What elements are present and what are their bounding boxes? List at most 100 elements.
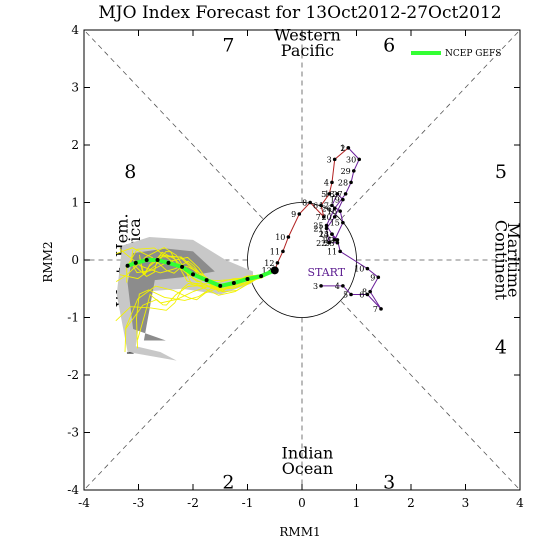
start-label: START [307,266,345,279]
observed-purple-point [335,240,340,245]
phase-divider-diagonal-0 [340,29,521,219]
observed-red-point [322,215,326,219]
observed-purple-point-label: 14 [322,236,332,245]
y-tick-label: 4 [71,23,79,37]
observed-red-point-label: 8 [302,199,307,208]
phase-number-5: 5 [495,161,507,183]
region-label-right-line1: Maritime [504,223,523,298]
observed-purple-point-label: 12 [324,236,334,245]
observed-red-point [346,146,351,150]
ensemble-mean-point [218,283,223,288]
plot-area: -4-3-2-101234-4-3-2-10123412345678Wester… [67,23,524,510]
observed-red-point-label: 2 [340,144,345,153]
ensemble-member-line [137,269,275,340]
observed-purple-point [349,180,353,185]
observed-purple-point [335,238,340,242]
ensemble-mean-point [231,281,236,285]
observed-red-point-label: 13 [262,266,272,275]
ensemble-mean-point [204,278,209,283]
observed-purple-point [338,209,342,213]
region-label-bottom-line2: Ocean [282,459,333,478]
ensemble-mean-point [144,258,149,262]
observed-red-point-label: 4 [324,178,329,187]
observed-red-point [319,203,323,208]
observed-purple-point-label: 26 [322,204,332,213]
observed-red-point [297,212,302,216]
observed-purple-point [332,215,337,219]
observed-purple-point [376,275,381,280]
observed-red-point-label: 5 [321,190,326,199]
observed-purple-point [335,192,340,196]
observed-purple-point-label: 27 [332,190,342,199]
observed-purple-point [324,223,329,228]
observed-red-point-label: 7 [316,213,321,222]
observed-purple-point [341,220,345,225]
ensemble-mean-point [125,263,130,268]
observed-purple-point-label: 8 [362,288,367,297]
y-tick-label: -2 [67,368,79,382]
observed-purple-point-label: 10 [354,265,364,274]
observed-red-point-label: 12 [264,259,274,268]
ensemble-mean-point [245,276,250,281]
observed-purple-point [379,307,383,311]
observed-red-point [286,235,291,239]
observed-purple-point-label: 17 [319,201,329,210]
x-tick-label: 0 [298,496,306,510]
ensemble-mean-point [180,264,185,269]
chart-title: MJO Index Forecast for 13Oct2012-27Oct20… [98,3,501,23]
ensemble-mean-point [191,272,195,277]
ensemble-mean-point [155,258,160,262]
observed-purple-point-label: 11 [327,247,337,256]
x-tick-label: 2 [407,496,415,510]
observed-red-point [275,261,280,265]
observed-purple-point-label: 25 [313,222,323,231]
x-tick-label: 4 [516,496,524,510]
legend-label: NCEP GEFS [445,49,501,59]
observed-purple-point-label: 19 [330,196,340,205]
observed-purple-point [341,284,345,288]
y-tick-label: 0 [71,253,79,267]
observed-red-point [327,192,332,196]
observed-purple-point-label: 24 [319,230,329,239]
observed-purple-point [349,292,353,297]
observed-red-point [330,180,334,185]
observed-purple-point-label: 9 [370,273,375,282]
ensemble-member-line [116,247,275,288]
region-label-right-line2: Continent [491,220,510,301]
observed-red-point [281,249,285,254]
observed-red-point-label: 3 [327,155,332,164]
x-tick-label: 3 [462,496,470,510]
observed-purple-point-label: 1 [340,144,345,153]
observed-purple-point-label: 15 [330,219,340,228]
y-tick-label: 2 [71,138,79,152]
region-label-top-line1: Western [274,25,341,44]
x-tick-label: -4 [78,496,90,510]
x-tick-label: -2 [187,496,199,510]
observed-red-line [274,147,349,271]
ensemble-mean-point [166,260,171,265]
x-tick-label: -3 [133,496,145,510]
observed-purple-point [343,192,348,196]
observed-purple-point [319,284,323,288]
phase-number-6: 6 [383,34,395,56]
observed-red-point-label: 9 [291,210,296,219]
observed-purple-point-label: 30 [346,155,356,164]
spread-inner [127,248,215,341]
observed-purple-point-label: 28 [338,178,348,187]
phase-divider-diagonal-3 [83,301,264,491]
observed-purple-point-label: 13 [319,230,329,239]
ensemble-mean-point [259,274,264,279]
x-tick-label: 1 [353,496,361,510]
observed-red-point-label: 11 [270,247,280,256]
observed-purple-point [332,206,337,211]
observed-purple-point [324,226,329,231]
observed-purple-point-label: 29 [341,167,351,176]
phase-divider-diagonal-2 [340,301,521,491]
observed-purple-point-label: 21 [313,224,323,233]
y-tick-label: 3 [71,81,79,95]
ensemble-member-line [139,254,275,292]
observed-purple-point-label: 6 [359,291,364,300]
observed-purple-point [357,157,362,162]
observed-purple-point-label: 3 [313,282,318,291]
